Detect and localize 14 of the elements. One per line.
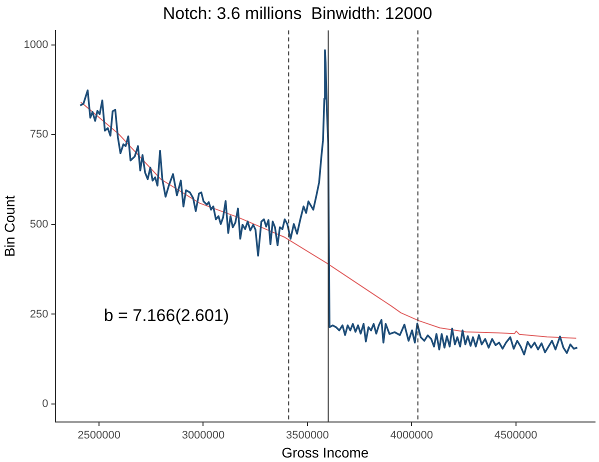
chart-title: Notch: 3.6 millions Binwidth: 12000 — [162, 4, 432, 23]
x-tick-label: 4000000 — [390, 430, 434, 442]
annotation: b = 7.166(2.601) — [104, 306, 230, 325]
y-tick-label: 0 — [42, 398, 48, 410]
x-tick-label: 3500000 — [286, 430, 329, 442]
x-axis-title: Gross Income — [282, 444, 369, 460]
x-tick-label: 3000000 — [182, 430, 225, 442]
y-tick-label: 500 — [30, 218, 48, 230]
y-tick-label: 250 — [30, 308, 48, 320]
x-tick-label: 2500000 — [78, 430, 120, 442]
y-axis-title: Bin Count — [1, 195, 18, 257]
y-tick-label: 1000 — [24, 38, 48, 51]
y-tick-label: 750 — [30, 128, 48, 141]
x-tick-label: 4500000 — [494, 430, 538, 442]
